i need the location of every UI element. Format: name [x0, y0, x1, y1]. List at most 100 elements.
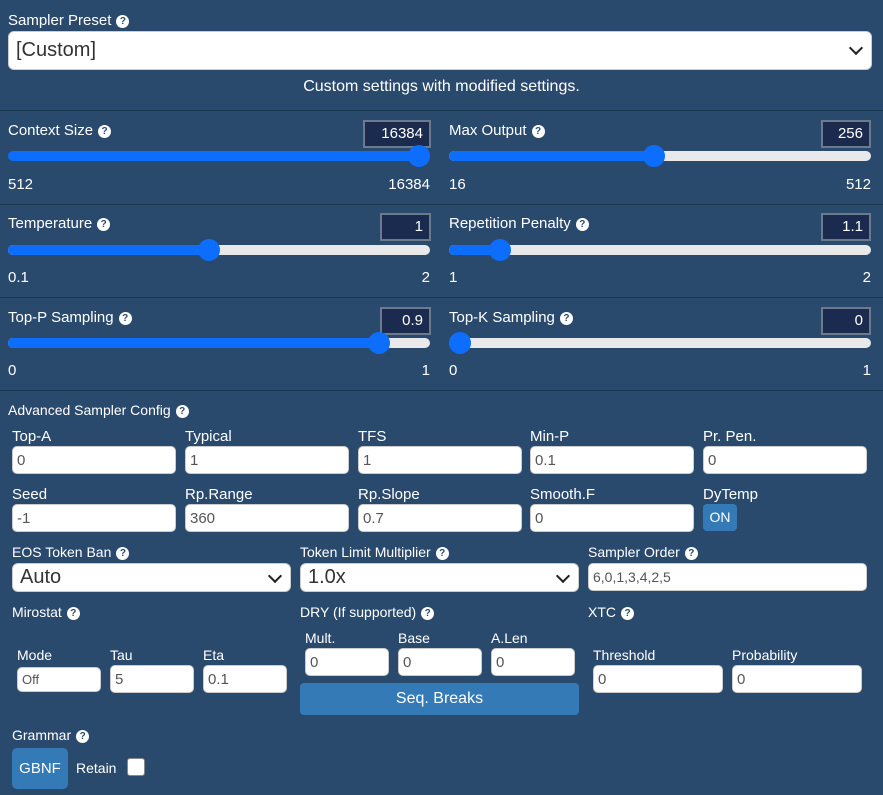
help-icon[interactable]: ?	[435, 547, 449, 560]
tfs-input[interactable]: 1	[358, 446, 522, 474]
repetition-penalty-label: Repetition Penalty?	[449, 215, 589, 232]
sampler-preset-select[interactable]: [Custom]	[8, 31, 872, 70]
temperature-input[interactable]: 1	[380, 213, 431, 241]
min-p-label: Min-P	[530, 428, 570, 445]
rp-slope-input[interactable]: 0.7	[358, 504, 522, 532]
slider-track[interactable]	[8, 151, 430, 161]
top-a-input[interactable]: 0	[12, 446, 176, 474]
top-k-slider[interactable]	[449, 332, 871, 354]
top-p-label: Top-P Sampling?	[8, 309, 132, 326]
dry-alen-input[interactable]: 0	[491, 648, 575, 676]
dry-mult-input[interactable]: 0	[305, 648, 389, 676]
pr-pen-input[interactable]: 0	[703, 446, 867, 474]
help-icon[interactable]: ?	[116, 15, 130, 28]
help-icon[interactable]: ?	[76, 730, 90, 743]
dytemp-toggle-button[interactable]: ON	[703, 504, 737, 531]
chevron-down-icon	[848, 40, 864, 56]
help-icon[interactable]: ?	[98, 125, 112, 138]
top-k-label: Top-K Sampling?	[449, 309, 573, 326]
advanced-config-title: Advanced Sampler Config?	[8, 402, 189, 418]
top-k-min: 0	[449, 362, 458, 379]
dytemp-label: DyTemp	[703, 486, 759, 503]
repetition-penalty-slider[interactable]	[449, 239, 871, 261]
seed-input[interactable]: -1	[12, 504, 176, 532]
slider-thumb[interactable]	[489, 239, 511, 261]
temperature-min: 0.1	[8, 269, 29, 286]
sampler-order-input[interactable]: 6,0,1,3,4,2,5	[588, 563, 867, 591]
retain-label: Retain	[76, 760, 117, 776]
mirostat-tau-input[interactable]: 5	[110, 665, 194, 693]
seq-breaks-button[interactable]: Seq. Breaks	[300, 683, 579, 715]
dry-title: DRY (If supported)?	[300, 604, 435, 620]
preset-description: Custom settings with modified settings.	[303, 78, 580, 95]
chevron-down-icon	[267, 568, 283, 584]
top-p-input[interactable]: 0.9	[380, 307, 431, 335]
top-p-slider[interactable]	[8, 332, 430, 354]
slider-thumb[interactable]	[449, 332, 471, 354]
context-size-slider[interactable]	[8, 145, 430, 167]
mirostat-mode-input[interactable]: Off	[17, 667, 101, 692]
gbnf-button[interactable]: GBNF	[12, 748, 68, 789]
context-size-min: 512	[8, 176, 34, 193]
retain-checkbox[interactable]	[127, 758, 145, 776]
help-icon[interactable]: ?	[575, 218, 589, 231]
help-icon[interactable]: ?	[531, 125, 545, 138]
repetition-penalty-input[interactable]: 1.1	[821, 213, 871, 241]
eos-token-ban-value: Auto	[20, 566, 62, 588]
dry-base-input[interactable]: 0	[398, 648, 482, 676]
seed-label: Seed	[12, 486, 48, 503]
slider-thumb[interactable]	[408, 145, 430, 167]
mirostat-mode-label: Mode	[17, 647, 53, 663]
min-p-input[interactable]: 0.1	[530, 446, 694, 474]
rp-range-label: Rp.Range	[185, 486, 253, 503]
help-icon[interactable]: ?	[97, 218, 111, 231]
slider-thumb[interactable]	[197, 239, 220, 261]
slider-thumb[interactable]	[368, 332, 390, 354]
max-output-input[interactable]: 256	[821, 120, 871, 148]
help-icon[interactable]: ?	[421, 607, 435, 620]
slider-fill	[449, 151, 654, 161]
mirostat-eta-input[interactable]: 0.1	[203, 665, 287, 693]
xtc-title: XTC?	[588, 604, 634, 620]
help-icon[interactable]: ?	[118, 312, 132, 325]
xtc-probability-input[interactable]: 0	[732, 665, 862, 693]
pr-pen-label: Pr. Pen.	[703, 428, 757, 445]
top-k-max: 1	[862, 362, 871, 379]
typical-label: Typical	[185, 428, 232, 445]
slider-track[interactable]	[449, 245, 871, 255]
help-icon[interactable]: ?	[684, 547, 698, 560]
token-limit-value: 1.0x	[308, 566, 346, 588]
token-limit-select[interactable]: 1.0x	[300, 563, 579, 592]
max-output-slider[interactable]	[449, 145, 871, 167]
divider	[0, 110, 883, 111]
context-size-input[interactable]: 16384	[363, 120, 431, 148]
slider-track[interactable]	[449, 338, 871, 348]
xtc-threshold-input[interactable]: 0	[593, 665, 723, 693]
smooth-f-input[interactable]: 0	[530, 504, 694, 532]
dry-mult-label: Mult.	[305, 630, 336, 646]
help-icon[interactable]: ?	[559, 312, 573, 325]
xtc-probability-label: Probability	[732, 647, 798, 663]
top-p-min: 0	[8, 362, 17, 379]
temperature-slider[interactable]	[8, 239, 430, 261]
sampler-preset-value: [Custom]	[16, 39, 97, 61]
top-k-input[interactable]: 0	[821, 307, 871, 335]
top-a-label: Top-A	[12, 428, 52, 445]
max-output-min: 16	[449, 176, 466, 193]
slider-fill	[8, 338, 388, 348]
help-icon[interactable]: ?	[175, 405, 189, 418]
mirostat-title: Mirostat?	[12, 604, 80, 620]
temperature-max: 2	[421, 269, 430, 286]
rp-range-input[interactable]: 360	[185, 504, 349, 532]
slider-thumb[interactable]	[642, 145, 665, 167]
slider-fill	[449, 245, 492, 255]
xtc-threshold-label: Threshold	[593, 647, 656, 663]
help-icon[interactable]: ?	[116, 547, 130, 560]
help-icon[interactable]: ?	[66, 607, 80, 620]
token-limit-label: Token Limit Multiplier?	[300, 544, 449, 560]
slider-track[interactable]	[8, 338, 430, 348]
help-icon[interactable]: ?	[621, 607, 634, 620]
typical-input[interactable]: 1	[185, 446, 349, 474]
eos-token-ban-select[interactable]: Auto	[12, 563, 291, 592]
grammar-title: Grammar?	[12, 727, 90, 743]
